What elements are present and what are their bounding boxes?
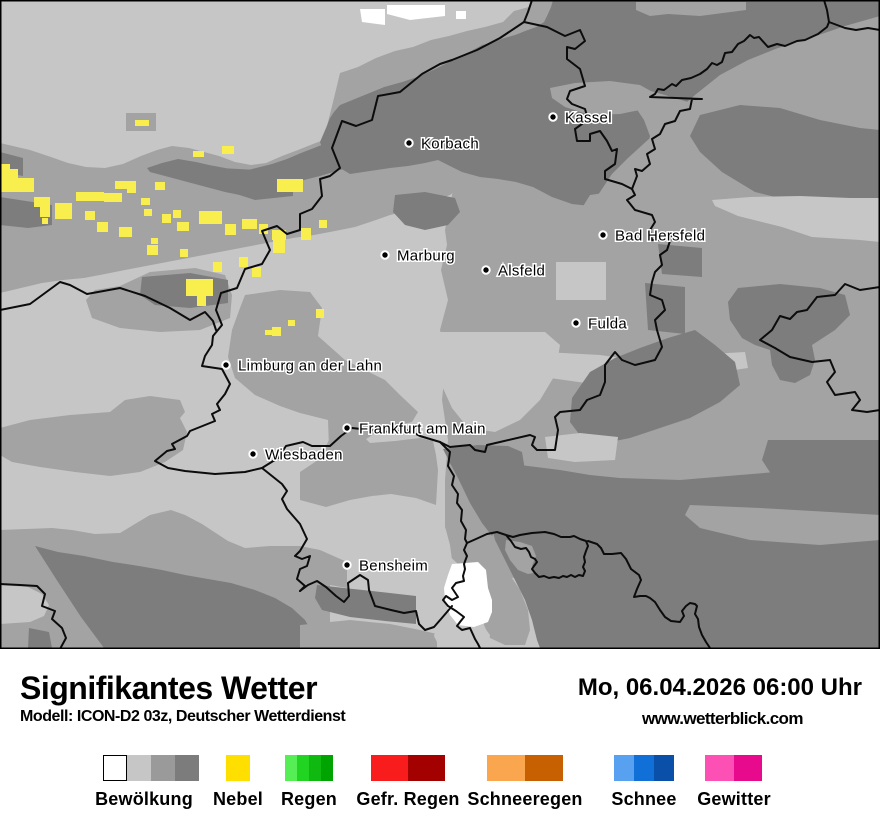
svg-text:Wiesbaden: Wiesbaden <box>265 446 343 463</box>
svg-text:Kassel: Kassel <box>565 109 612 126</box>
svg-text:Marburg: Marburg <box>397 247 455 264</box>
svg-text:Fulda: Fulda <box>588 315 627 332</box>
svg-text:Alsfeld: Alsfeld <box>498 262 545 279</box>
svg-text:Korbach: Korbach <box>421 135 479 152</box>
svg-text:Frankfurt am Main: Frankfurt am Main <box>359 420 486 437</box>
svg-text:Limburg an der Lahn: Limburg an der Lahn <box>238 357 382 374</box>
svg-text:Bad Hersfeld: Bad Hersfeld <box>615 227 705 244</box>
svg-text:Bensheim: Bensheim <box>359 557 428 574</box>
